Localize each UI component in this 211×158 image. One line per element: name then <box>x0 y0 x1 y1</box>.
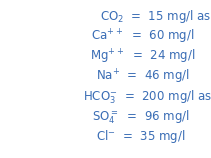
Text: CO$_2$  =  15 mg/l as CO$_2$: CO$_2$ = 15 mg/l as CO$_2$ <box>100 8 211 25</box>
Text: HCO$_3^{-}$  =  200 mg/l as CaCO$_3$: HCO$_3^{-}$ = 200 mg/l as CaCO$_3$ <box>83 88 211 106</box>
Text: Na$^{+}$  =  46 mg/l: Na$^{+}$ = 46 mg/l <box>96 68 190 86</box>
Text: Mg$^{++}$  =  24 mg/l: Mg$^{++}$ = 24 mg/l <box>90 48 195 66</box>
Text: Cl$^{-}$  =  35 mg/l: Cl$^{-}$ = 35 mg/l <box>96 128 185 146</box>
Text: Ca$^{++}$  =  60 mg/l: Ca$^{++}$ = 60 mg/l <box>91 27 194 46</box>
Text: SO$_4^{=}$  =  96 mg/l: SO$_4^{=}$ = 96 mg/l <box>92 108 190 126</box>
